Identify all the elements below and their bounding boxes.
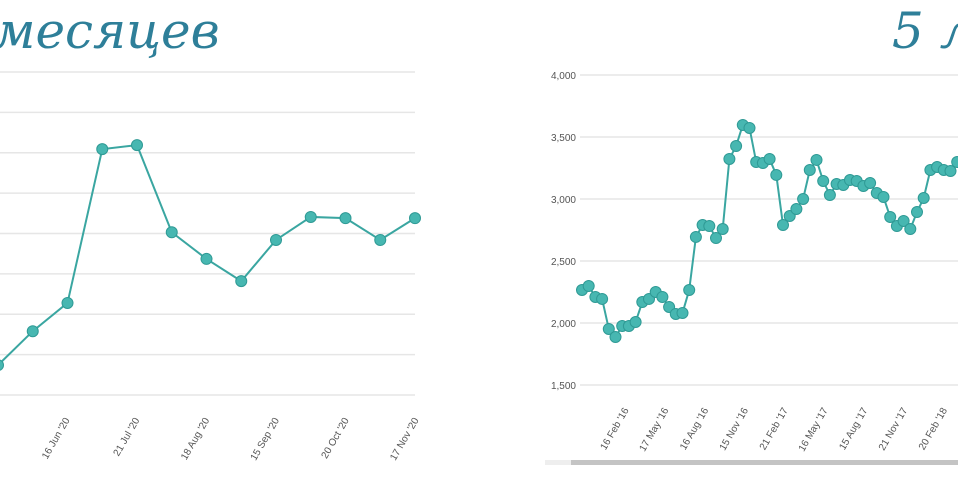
data-point [689, 230, 702, 243]
data-point [200, 252, 213, 265]
data-point [409, 212, 421, 225]
data-point [803, 163, 816, 176]
data-point [716, 223, 729, 236]
data-point [823, 189, 836, 202]
data-point [897, 214, 910, 227]
x-tick-label: 16 Jun '20 [40, 416, 73, 462]
y-tick-label: 3,000 [551, 195, 576, 206]
data-point [917, 192, 930, 205]
y-tick-label: 2,500 [551, 257, 576, 268]
x-tick-label: 18 Aug '20 [179, 416, 212, 463]
x-tick-label: 15 Aug '17 [837, 406, 870, 453]
data-point [96, 143, 109, 156]
data-point [864, 177, 877, 190]
data-point [944, 164, 957, 177]
x-tick-label: 21 Feb '17 [758, 406, 791, 453]
y-tick-label: 2,000 [551, 319, 576, 330]
scrollbar-thumb[interactable] [571, 460, 958, 465]
x-tick-label: 21 Jul '20 [112, 416, 143, 459]
data-point [165, 226, 178, 239]
data-point [596, 292, 609, 305]
data-point [703, 220, 716, 233]
x-tick-label: 17 May '16 [638, 406, 672, 454]
x-tick-label: 15 Nov '16 [718, 406, 751, 453]
data-point [61, 296, 74, 309]
x-tick-label: 21 Nov '17 [877, 406, 910, 453]
data-point [904, 223, 917, 236]
data-point [629, 316, 642, 329]
data-point [951, 156, 958, 169]
data-point [374, 233, 387, 246]
data-point [797, 193, 810, 205]
y-tick-label: 1,500 [551, 381, 576, 392]
data-point [790, 203, 803, 216]
data-point [0, 359, 4, 371]
chart-title-left: месяцев [0, 2, 220, 60]
data-point [26, 325, 39, 338]
y-tick-label: 3,500 [551, 133, 576, 144]
data-point [911, 206, 923, 219]
data-point [304, 210, 317, 223]
x-tick-label: 17 Nov '20 [388, 416, 421, 463]
data-point [676, 306, 689, 319]
data-point [730, 140, 743, 153]
data-point [817, 175, 830, 188]
data-point [723, 152, 736, 165]
y-tick-label: 4,000 [551, 71, 576, 82]
chart-title-right: 5 л [892, 2, 958, 60]
data-point [743, 121, 756, 134]
x-tick-label: 20 Oct '20 [320, 416, 352, 461]
x-tick-label: 16 May '17 [797, 406, 831, 454]
data-point [602, 322, 615, 335]
data-point [710, 232, 722, 245]
x-tick-label: 16 Feb '16 [599, 406, 632, 453]
data-point [683, 284, 696, 297]
x-tick-label: 16 Aug '16 [678, 406, 711, 453]
data-point [810, 153, 823, 166]
data-point [609, 331, 622, 344]
data-point [777, 219, 789, 232]
x-tick-label: 15 Sep '20 [249, 416, 282, 463]
data-point [877, 191, 890, 204]
data-point [770, 168, 783, 181]
data-point [656, 290, 669, 303]
data-point [884, 210, 897, 223]
data-point [131, 139, 143, 152]
data-point [339, 212, 352, 225]
data-point [235, 275, 248, 288]
x-tick-label: 20 Feb '18 [917, 406, 950, 453]
data-point [270, 233, 282, 246]
data-point [582, 280, 595, 293]
data-point [763, 152, 776, 165]
